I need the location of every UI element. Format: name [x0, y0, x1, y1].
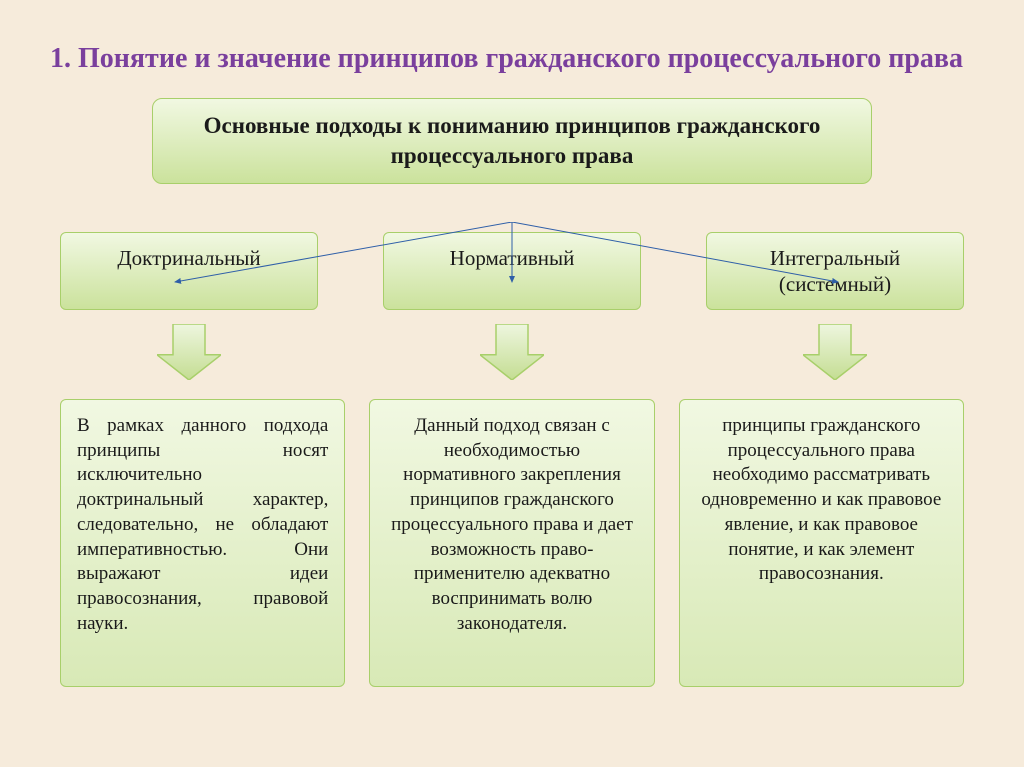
- header-box: Основные подходы к пониманию принципов г…: [152, 98, 872, 184]
- description-row: В рамках данного подхода принципы носят …: [50, 399, 974, 687]
- approach-integral: Интегральный (системный): [706, 232, 964, 311]
- approach-doctrinal: Доктринальный: [60, 232, 318, 311]
- desc-integral: принципы гражданского процессуального пр…: [679, 399, 964, 687]
- down-arrow-icon: [803, 324, 867, 380]
- approach-row: Доктринальный Нормативный Интегральный (…: [50, 232, 974, 311]
- slide-root: 1. Понятие и значение принципов гражданс…: [0, 0, 1024, 767]
- down-arrow-icon: [480, 324, 544, 380]
- desc-doctrinal: В рамках данного подхода принципы носят …: [60, 399, 345, 687]
- slide-title: 1. Понятие и значение принципов гражданс…: [50, 40, 974, 78]
- down-arrow-row: [50, 324, 974, 385]
- approach-normative: Нормативный: [383, 232, 641, 311]
- down-arrow-icon: [157, 324, 221, 380]
- desc-normative: Данный подход связан с необходимостью но…: [369, 399, 654, 687]
